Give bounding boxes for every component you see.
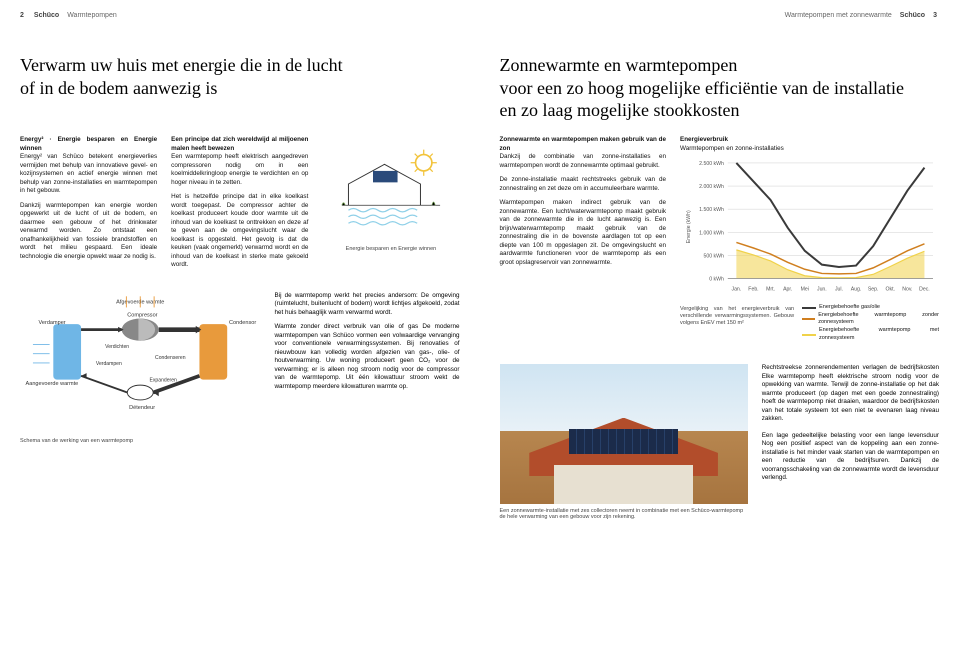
svg-text:2.000 kWh: 2.000 kWh (699, 184, 724, 190)
svg-text:0 kWh: 0 kWh (709, 277, 724, 283)
svg-text:Nov.: Nov. (902, 286, 912, 292)
col2-p2: Het is hetzelfde principe dat in elke ko… (171, 193, 308, 270)
col-house-sketch: Energie besparen en Energie winnen (322, 136, 459, 270)
svg-text:Mrt.: Mrt. (766, 286, 775, 292)
energy-chart: 2.500 kWh 2.000 kWh 1.500 kWh 1.000 kWh 500 … (680, 157, 939, 296)
label-verdichten: Verdichten (105, 344, 129, 350)
sketch-caption: Energie besparen en Energie winnen (322, 246, 459, 253)
label-condensor: Condensor (229, 320, 256, 326)
lower-row-right: Een zonnewarmte-installatie met zes coll… (500, 364, 940, 520)
col1-heading: Energy² · Energie besparen en Energie wi… (20, 136, 157, 153)
lower-text-left: Bij de warmtepomp werkt het precies ande… (275, 292, 460, 444)
col2-p1: Een warmtepomp heeft elektrisch aangedre… (171, 153, 308, 186)
col2-heading: Een principe dat zich wereldwijd al milj… (171, 136, 308, 153)
r-col1-p1: Dankzij de combinatie van zonne-installa… (500, 153, 667, 169)
label-expanderen: Expanderen (150, 377, 178, 383)
col-energy2: Energy² · Energie besparen en Energie wi… (20, 136, 157, 270)
r-col1-h: Zonnewarmte en warmtepompen maken gebrui… (500, 136, 667, 153)
svg-text:Jul.: Jul. (835, 286, 843, 292)
svg-text:Feb.: Feb. (748, 286, 758, 292)
svg-text:Jan.: Jan. (731, 286, 741, 292)
lower-p1: Bij de warmtepomp werkt het precies ande… (275, 292, 460, 318)
chart-column: Energieverbruik Warmtepompen en zonne-in… (680, 136, 939, 342)
svg-text:Jun.: Jun. (817, 286, 827, 292)
side-p2: Nog een positief aspect van de koppeling… (762, 440, 939, 481)
label-compressor: Compressor (127, 312, 157, 318)
svg-text:Okt.: Okt. (886, 286, 895, 292)
upper-columns-left: Energy² · Energie besparen en Energie wi… (20, 136, 460, 270)
house-photo-box: Een zonnewarmte-installatie met zes coll… (500, 364, 748, 520)
col-zon: Zonnewarmte en warmtepompen maken gebrui… (500, 136, 667, 342)
photo-caption: Een zonnewarmte-installatie met zes coll… (500, 508, 748, 520)
label-condenseren: Condenseren (155, 355, 186, 361)
svg-text:Mei: Mei (801, 286, 809, 292)
brand: Schüco (34, 12, 59, 19)
label-verdampen: Verdampen (96, 360, 122, 366)
headline-right: Zonnewarmte en warmtepompen voor een zo … (500, 54, 940, 112)
svg-text:Energie (kWh): Energie (kWh) (686, 210, 692, 243)
label-verdamper: Verdamper (39, 320, 66, 326)
chart-title: Energieverbruik (680, 136, 939, 145)
section-name-right: Warmtepompen met zonnewarmte (785, 12, 892, 19)
photo-wall (554, 465, 693, 504)
svg-text:Sep.: Sep. (868, 286, 879, 292)
header-left: 2 Schüco Warmtepompen (20, 12, 460, 26)
chart-legend: Energiebehoefte gas/olieEnergiebehoefte … (802, 304, 939, 342)
page-left: 2 Schüco Warmtepompen Verwarm uw huis me… (0, 0, 480, 656)
headline-left: Verwarm uw huis met energie die in de lu… (20, 54, 460, 112)
side-h2: Een lage gedeeltelijke belasting voor ee… (762, 432, 939, 439)
chart-subtitle: Warmtepompen en zonne-installaties (680, 145, 939, 154)
side-column: Rechtstreekse zonnerendementen verlagen … (762, 364, 939, 520)
page-right: Warmtepompen met zonnewarmte Schüco 3 Zo… (480, 0, 959, 656)
house-sketch: Energie besparen en Energie winnen (322, 148, 459, 253)
diagram-caption: Schema van de werking van een warmtepomp (20, 438, 261, 444)
side-p1: Elke warmtepomp heeft elektrische stroom… (762, 373, 939, 423)
house-photo (500, 364, 748, 504)
lower-p2: De moderne warmtepompen van Schüco vorme… (275, 323, 460, 390)
brand-right: Schüco (900, 12, 925, 19)
col1-p2: Dankzij warmtepompen kan energie worden … (20, 202, 157, 262)
col1-p1: Energy² van Schüco betekent energieverli… (20, 153, 157, 194)
chart-caption: Vergelijking van het energieverbruik van… (680, 306, 794, 342)
section-name: Warmtepompen (67, 12, 117, 19)
label-detendeur: Détendeur (129, 405, 155, 411)
heatpump-diagram-svg: Afgevoerde warmte Verdamper (20, 292, 261, 432)
page-number: 2 (20, 12, 24, 19)
house-sketch-svg (331, 148, 451, 238)
page-number-right: 3 (933, 12, 937, 19)
col-principe: Een principe dat zich wereldwijd al milj… (171, 136, 308, 270)
label-aangevoerde: Aangevoerde warmte (26, 381, 79, 387)
lower-h2: Warmte zonder direct verbruik van olie o… (275, 323, 419, 330)
svg-text:1.000 kWh: 1.000 kWh (699, 230, 724, 236)
svg-text:Aug.: Aug. (851, 286, 862, 292)
svg-text:2.500 kWh: 2.500 kWh (699, 161, 724, 167)
header-right: Warmtepompen met zonnewarmte Schüco 3 (500, 12, 940, 26)
lower-row-left: Afgevoerde warmte Verdamper (20, 292, 460, 444)
heatpump-diagram: Afgevoerde warmte Verdamper (20, 292, 261, 444)
upper-columns-right: Zonnewarmte en warmtepompen maken gebrui… (500, 136, 940, 342)
svg-text:Apr.: Apr. (783, 286, 792, 292)
svg-text:1.500 kWh: 1.500 kWh (699, 207, 724, 213)
photo-solar-panels (569, 429, 678, 454)
svg-text:500 kWh: 500 kWh (703, 253, 723, 259)
r-col1-p2: De zonne-installatie maakt rechtstreeks … (500, 176, 667, 193)
side-h1: Rechtstreekse zonnerendementen verlagen … (762, 364, 939, 371)
svg-text:Dec.: Dec. (919, 286, 930, 292)
r-col1-p3: Warmtepompen maken indirect gebruik van … (500, 199, 667, 267)
